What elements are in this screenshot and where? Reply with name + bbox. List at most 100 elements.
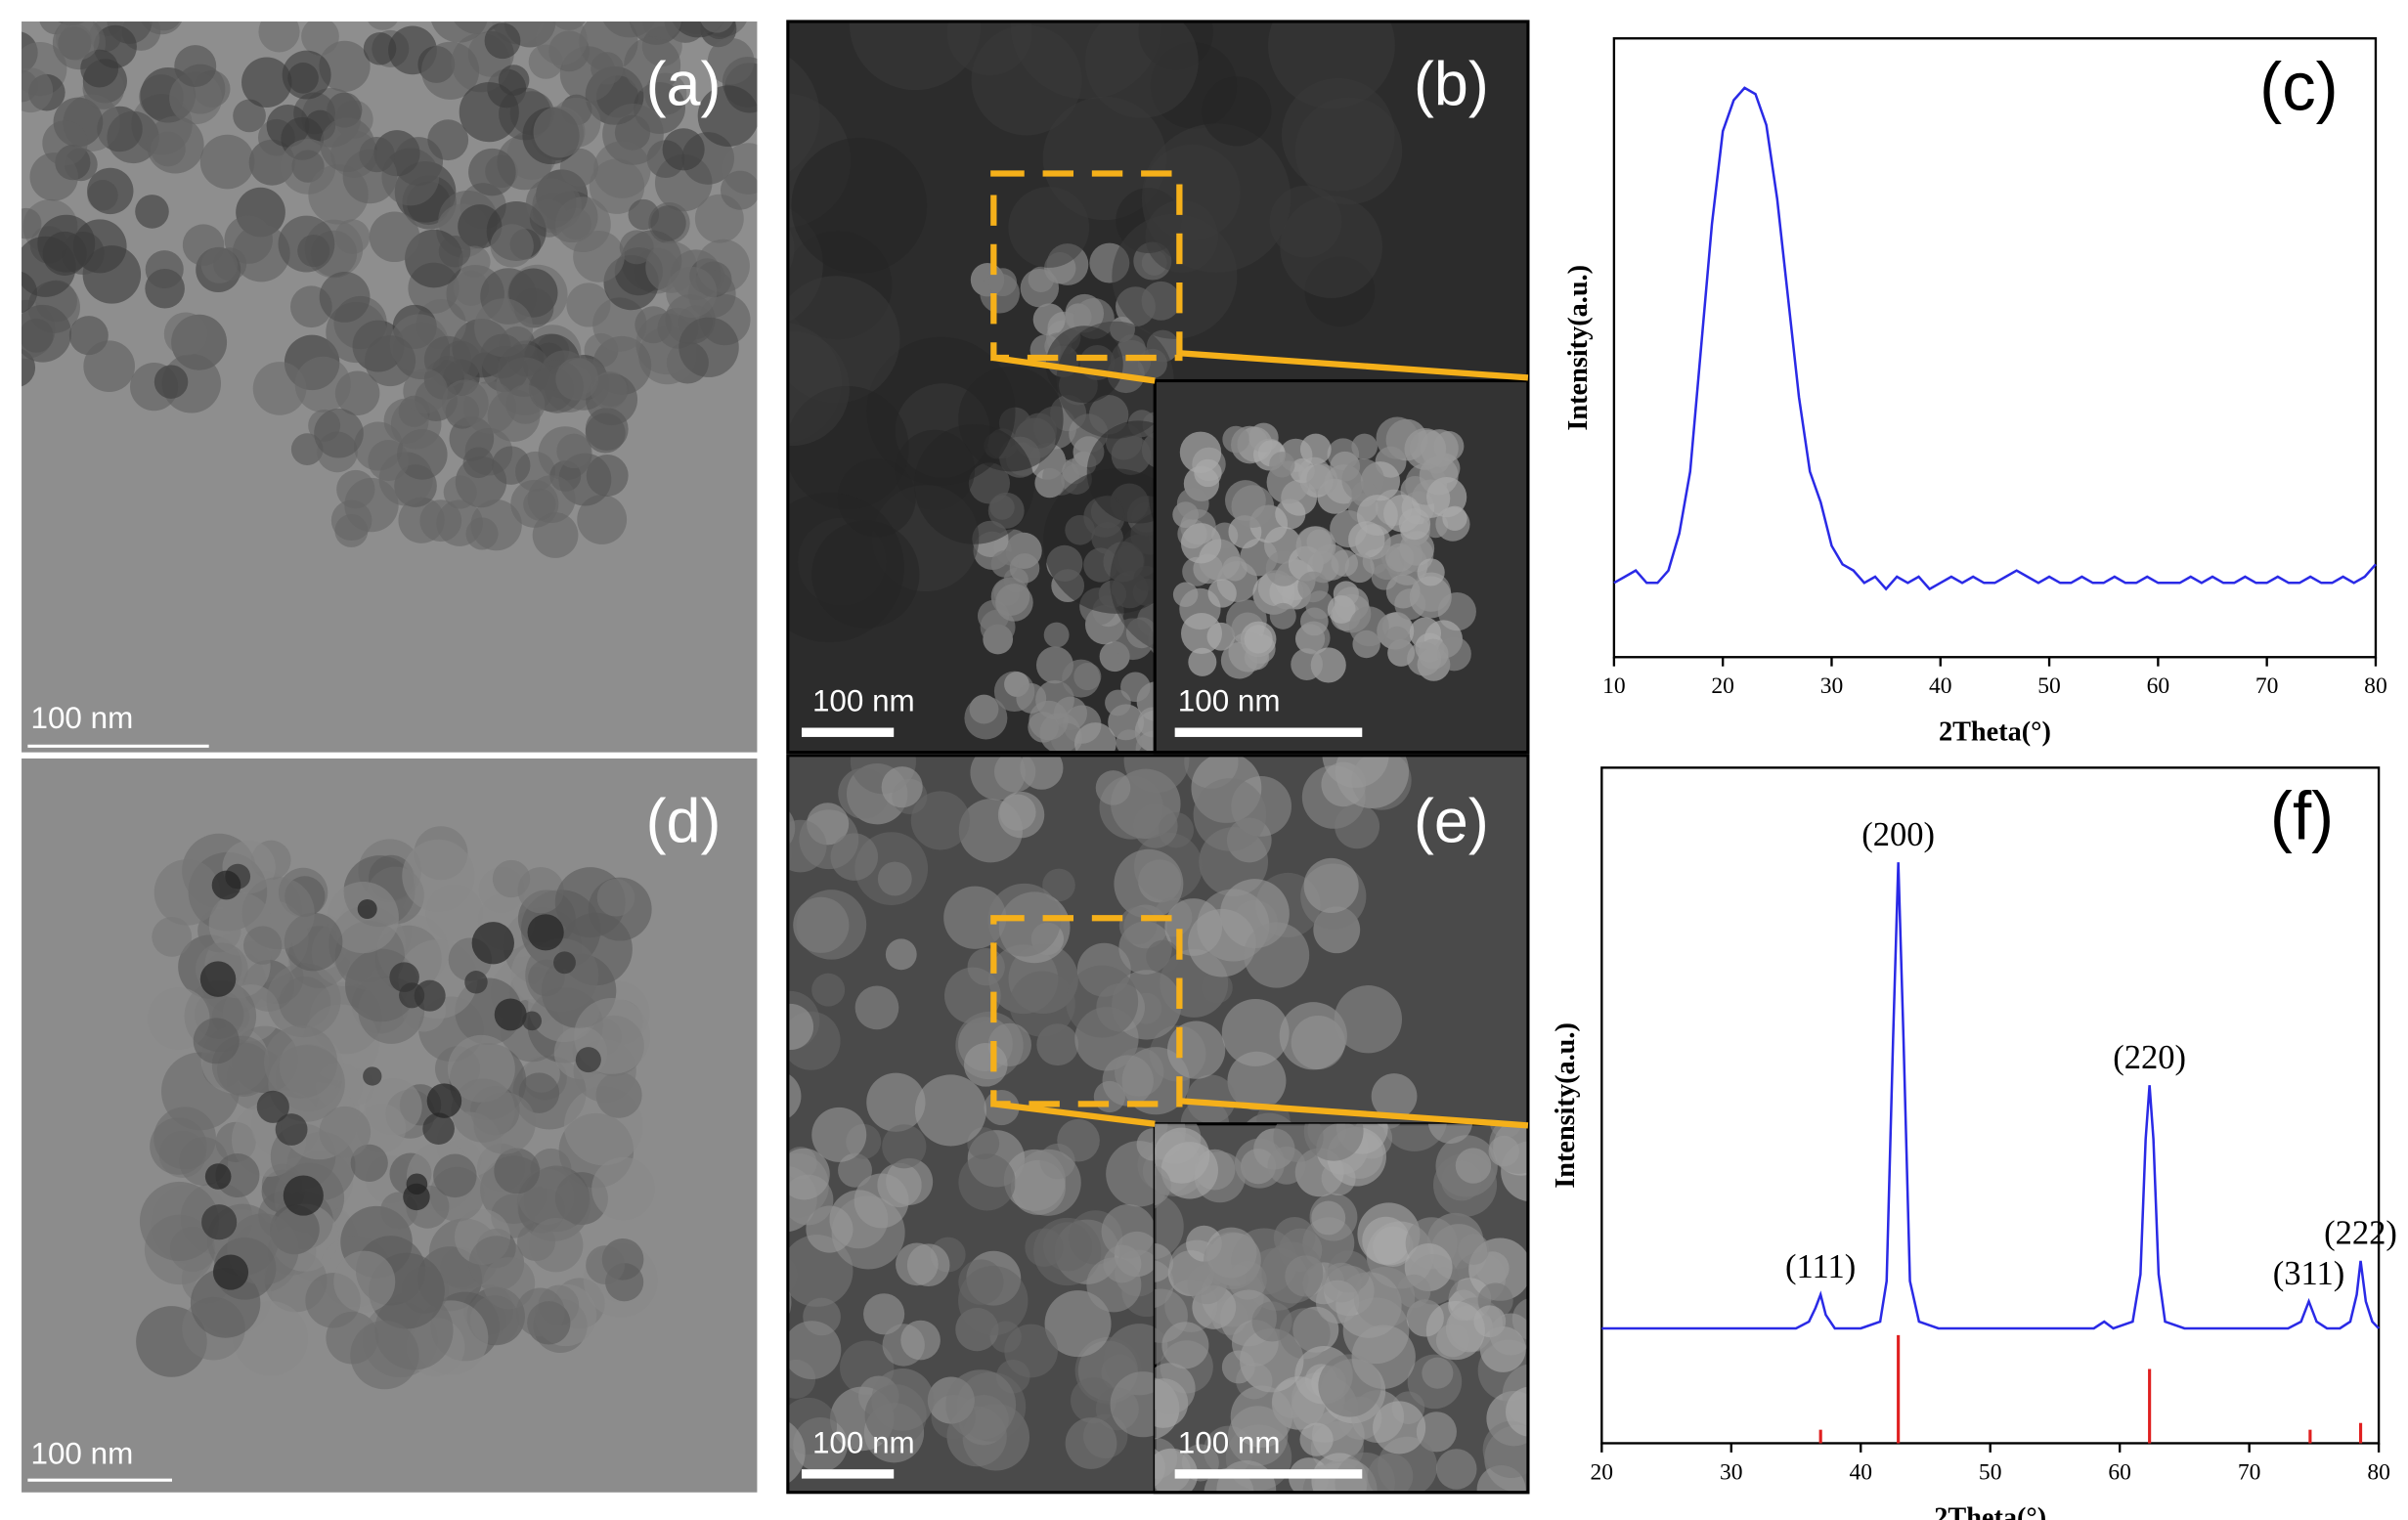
texture bbox=[958, 1265, 1029, 1336]
texture bbox=[256, 1090, 289, 1123]
texture bbox=[290, 433, 324, 465]
texture bbox=[1071, 1377, 1116, 1423]
texture bbox=[1297, 571, 1329, 603]
texture bbox=[854, 985, 899, 1030]
x-tick-label: 50 bbox=[1979, 1459, 2002, 1485]
texture bbox=[42, 120, 88, 166]
texture bbox=[1331, 549, 1358, 577]
texture bbox=[1222, 556, 1248, 582]
texture bbox=[787, 1003, 814, 1051]
panel-label: (c) bbox=[2259, 48, 2339, 124]
texture bbox=[1222, 425, 1249, 454]
texture bbox=[153, 365, 189, 399]
texture bbox=[525, 938, 599, 1013]
texture bbox=[679, 317, 739, 377]
texture bbox=[278, 215, 335, 273]
texture bbox=[641, 21, 681, 40]
texture bbox=[866, 1072, 926, 1132]
texture bbox=[1261, 1241, 1324, 1304]
texture bbox=[1311, 1200, 1346, 1236]
texture bbox=[1062, 659, 1101, 698]
texture bbox=[1065, 293, 1105, 333]
texture bbox=[1095, 770, 1131, 805]
texture bbox=[707, 37, 755, 85]
texture bbox=[1155, 1165, 1171, 1206]
texture bbox=[149, 21, 180, 31]
texture bbox=[294, 356, 351, 413]
texture bbox=[1417, 558, 1445, 586]
texture bbox=[515, 1287, 565, 1337]
texture bbox=[997, 791, 1045, 839]
texture bbox=[945, 1369, 1017, 1441]
panel-label: (e) bbox=[1414, 788, 1489, 856]
texture bbox=[439, 340, 482, 383]
texture bbox=[242, 926, 283, 965]
texture bbox=[1114, 848, 1184, 919]
texture bbox=[1193, 778, 1267, 851]
texture bbox=[1299, 433, 1332, 465]
texture bbox=[368, 21, 398, 30]
texture bbox=[1362, 1216, 1411, 1265]
x-tick-label: 70 bbox=[2238, 1459, 2261, 1485]
panel-label: (f) bbox=[2270, 778, 2334, 854]
texture bbox=[490, 224, 534, 268]
y-axis-label: Intensity(a.u.) bbox=[1551, 1022, 1581, 1189]
texture bbox=[635, 306, 673, 344]
texture bbox=[494, 998, 527, 1031]
texture bbox=[871, 1368, 935, 1431]
texture bbox=[459, 82, 519, 143]
texture bbox=[80, 49, 119, 88]
texture bbox=[473, 1092, 536, 1154]
scale-label: 100 nm bbox=[1178, 1425, 1281, 1459]
texture bbox=[464, 971, 488, 994]
texture bbox=[1188, 647, 1217, 676]
panel-label: (b) bbox=[1414, 51, 1489, 119]
texture bbox=[796, 890, 867, 960]
texture bbox=[1207, 579, 1237, 608]
x-tick-label: 40 bbox=[1849, 1459, 1872, 1485]
texture bbox=[1112, 213, 1238, 339]
texture bbox=[492, 859, 531, 898]
texture bbox=[462, 380, 516, 434]
texture bbox=[319, 1106, 372, 1158]
texture bbox=[555, 357, 599, 401]
texture bbox=[1155, 1363, 1196, 1414]
texture bbox=[1188, 908, 1256, 977]
texture bbox=[1458, 1234, 1490, 1265]
zoom-line bbox=[1179, 350, 1529, 381]
texture bbox=[1303, 857, 1359, 914]
texture bbox=[258, 21, 300, 53]
texture bbox=[492, 446, 531, 485]
texture bbox=[522, 1011, 542, 1031]
texture bbox=[559, 148, 599, 187]
texture bbox=[266, 104, 310, 148]
texture bbox=[471, 922, 514, 965]
data-line bbox=[1613, 86, 2377, 591]
x-tick-label: 30 bbox=[1820, 673, 1844, 699]
x-tick-label: 30 bbox=[1720, 1459, 1743, 1485]
texture bbox=[1291, 648, 1323, 680]
texture bbox=[628, 198, 660, 231]
texture bbox=[1371, 1073, 1418, 1119]
texture bbox=[433, 1153, 477, 1198]
scale-bar bbox=[801, 1469, 895, 1479]
x-axis-label: 2Theta(°) bbox=[1939, 717, 2051, 747]
texture bbox=[402, 839, 475, 913]
scale-bar bbox=[1174, 1469, 1363, 1479]
scale-label: 100 nm bbox=[812, 684, 915, 718]
texture bbox=[1042, 96, 1167, 221]
texture bbox=[1335, 803, 1380, 849]
texture bbox=[1160, 1142, 1218, 1199]
zoom-line bbox=[1179, 1098, 1529, 1129]
x-tick-label: 50 bbox=[2037, 673, 2061, 699]
texture bbox=[350, 1321, 419, 1390]
texture bbox=[1351, 1325, 1416, 1389]
texture bbox=[314, 408, 364, 458]
y-axis-label: Intensity(a.u.) bbox=[1563, 265, 1594, 431]
peak-label: (222) bbox=[2324, 1215, 2397, 1252]
peak-label: (311) bbox=[2273, 1255, 2345, 1292]
x-axis-label: 2Theta(°) bbox=[1934, 1502, 2046, 1520]
scale-label: 100 nm bbox=[812, 1425, 915, 1459]
texture bbox=[662, 128, 705, 171]
